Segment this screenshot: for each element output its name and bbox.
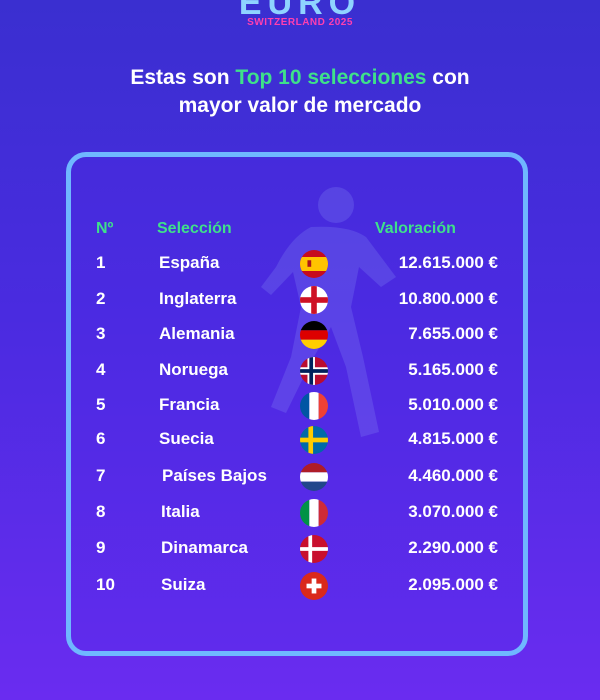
- header-team: Selección: [157, 220, 232, 237]
- value-cell: 2.290.000 €: [408, 538, 498, 557]
- header-value: Valoración: [375, 220, 456, 237]
- rank-cell: 2: [96, 289, 106, 308]
- table-row: 5 Francia 5.010.000 €: [0, 389, 600, 425]
- value-cell: 12.615.000 €: [398, 253, 498, 272]
- team-cell: Suiza: [161, 575, 206, 594]
- logo-subtitle: SWITZERLAND 2025: [247, 17, 353, 28]
- france-flag-icon: [300, 392, 328, 420]
- team-cell: Suecia: [159, 429, 214, 448]
- value-cell: 4.815.000 €: [408, 429, 498, 448]
- player-silhouette-icon: [261, 187, 396, 437]
- page-title: Estas son Top 10 selecciones con mayor v…: [0, 64, 600, 120]
- sweden-flag-icon: [300, 426, 328, 454]
- value-cell: 3.070.000 €: [408, 502, 498, 521]
- value-cell: 10.800.000 €: [398, 289, 498, 308]
- rank-cell: 6: [96, 429, 106, 448]
- netherlands-flag-icon: [300, 463, 328, 491]
- norway-flag-icon: [300, 357, 328, 385]
- title-text-2: con: [426, 66, 470, 89]
- england-flag-icon: [300, 286, 328, 314]
- rank-cell: 5: [96, 395, 106, 414]
- table-row: 10 Suiza 2.095.000 €: [0, 569, 600, 605]
- table-row: 7 Países Bajos 4.460.000 €: [0, 460, 600, 496]
- rank-cell: 1: [96, 253, 106, 272]
- spain-flag-icon: [300, 250, 328, 278]
- rank-cell: 4: [96, 360, 106, 379]
- value-cell: 5.165.000 €: [408, 360, 498, 379]
- rank-cell: 8: [96, 502, 106, 521]
- germany-flag-icon: [300, 321, 328, 349]
- table-row: 2 Inglaterra 10.800.000 €: [0, 283, 600, 319]
- italy-flag-icon: [300, 499, 328, 527]
- team-cell: Italia: [161, 502, 200, 521]
- title-text-1: Estas son: [130, 66, 236, 89]
- table-row: 9 Dinamarca 2.290.000 €: [0, 532, 600, 568]
- value-cell: 4.460.000 €: [408, 466, 498, 485]
- rank-cell: 3: [96, 324, 106, 343]
- euro-logo: EURO: [0, 0, 600, 20]
- rank-cell: 7: [96, 466, 106, 485]
- team-cell: Alemania: [159, 324, 235, 343]
- rank-cell: 9: [96, 538, 106, 557]
- rank-cell: 10: [96, 575, 115, 594]
- team-cell: Francia: [159, 395, 220, 414]
- team-cell: Dinamarca: [161, 538, 248, 557]
- team-cell: Noruega: [159, 360, 228, 379]
- team-cell: España: [159, 253, 220, 272]
- table-row: 6 Suecia 4.815.000 €: [0, 423, 600, 459]
- header-rank: Nº: [96, 220, 114, 237]
- title-highlight: Top 10 selecciones: [235, 66, 427, 89]
- title-line-2: mayor valor de mercado: [178, 94, 422, 117]
- team-cell: Inglaterra: [159, 289, 237, 308]
- value-cell: 7.655.000 €: [408, 324, 498, 343]
- table-row: 1 España 12.615.000 €: [0, 247, 600, 283]
- table-row: 3 Alemania 7.655.000 €: [0, 318, 600, 354]
- value-cell: 5.010.000 €: [408, 395, 498, 414]
- table-row: 8 Italia 3.070.000 €: [0, 496, 600, 532]
- switzerland-flag-icon: [300, 572, 328, 600]
- ranking-card: [66, 152, 528, 656]
- table-row: 4 Noruega 5.165.000 €: [0, 354, 600, 390]
- denmark-flag-icon: [300, 535, 328, 563]
- value-cell: 2.095.000 €: [408, 575, 498, 594]
- logo-mark: EURO: [238, 0, 362, 22]
- team-cell: Países Bajos: [162, 466, 267, 485]
